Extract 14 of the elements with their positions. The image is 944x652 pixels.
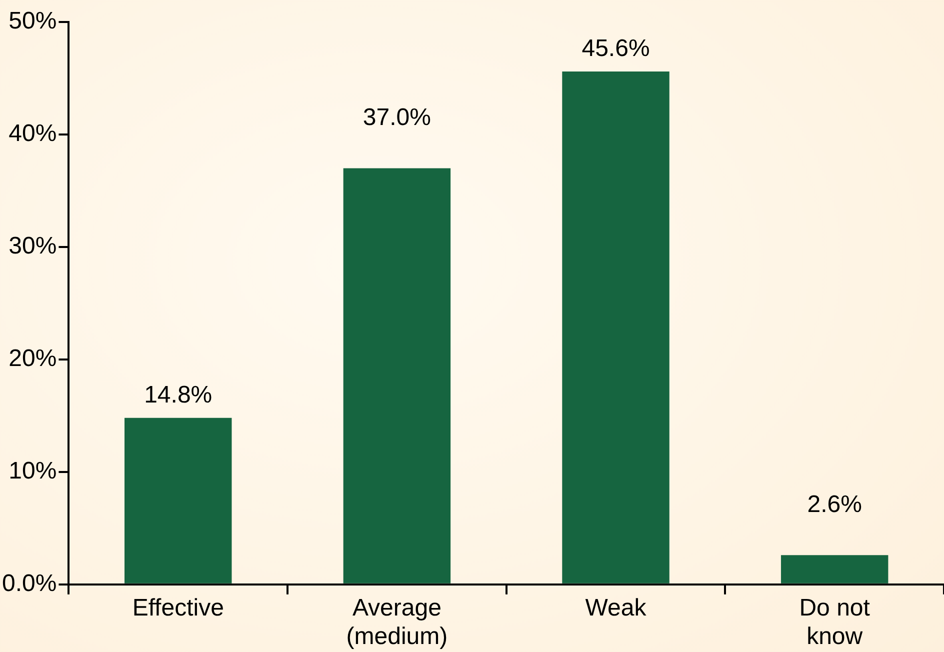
x-tick-label: Average (medium) <box>346 594 448 650</box>
data-label: 45.6% <box>582 35 650 62</box>
data-label: 37.0% <box>362 104 431 131</box>
x-tick-label: Weak <box>585 594 648 622</box>
x-tick-label: Do not know <box>799 594 870 650</box>
data-label: 14.8% <box>144 382 212 409</box>
y-tick-label: 20% <box>8 345 57 372</box>
y-tick-label: 50% <box>8 8 57 35</box>
x-tick-label: Effective <box>132 594 224 622</box>
y-tick-label: 40% <box>8 120 57 148</box>
data-label: 2.6% <box>807 490 862 518</box>
y-tick-label: 10% <box>8 458 57 485</box>
y-tick-label: 0.0% <box>2 570 57 598</box>
y-tick-label: 30% <box>8 232 57 260</box>
